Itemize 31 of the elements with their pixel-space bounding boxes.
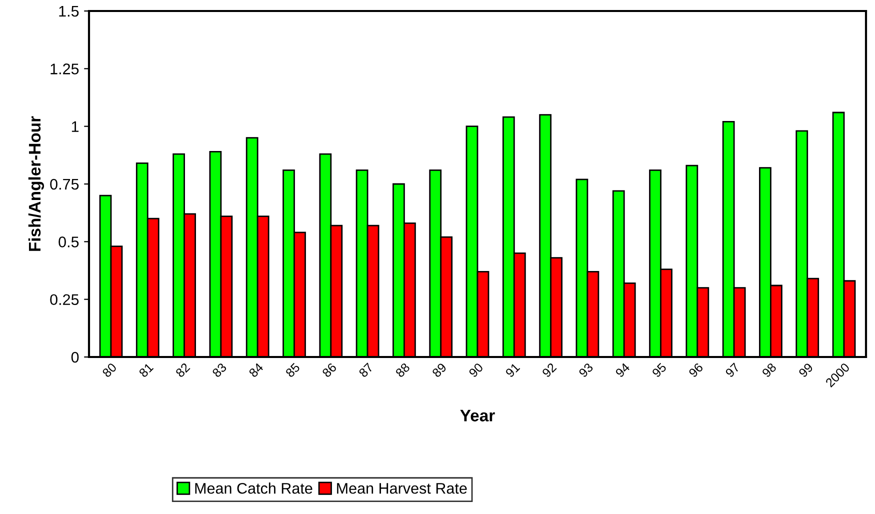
y-tick-label: 0.25 — [50, 294, 79, 306]
y-tick-label: 1.5 — [59, 6, 79, 17]
x-tick-label: 82 — [175, 362, 190, 378]
x-axis-title: Year — [460, 410, 495, 422]
legend-label: Mean Harvest Rate — [337, 483, 467, 494]
x-tick-label: 87 — [358, 362, 374, 378]
x-tick-label: 84 — [248, 362, 264, 378]
y-tick-label: 1.25 — [50, 64, 79, 74]
y-tick-label: 0.5 — [58, 236, 79, 248]
x-tick-label: 91 — [504, 362, 520, 378]
x-tick-label: 80 — [102, 362, 118, 378]
x-tick-label: 98 — [762, 362, 777, 378]
x-tick-label: 85 — [285, 362, 300, 378]
x-tick-label: 94 — [614, 362, 630, 378]
x-tick-label: 89 — [432, 362, 447, 378]
x-tick-label: 88 — [394, 362, 410, 378]
x-tick-label: 99 — [798, 362, 814, 378]
x-tick-label: 81 — [138, 362, 154, 378]
x-tick-label: 95 — [652, 362, 667, 378]
x-tick-label: 86 — [322, 362, 337, 378]
y-tick-label: 0 — [71, 352, 79, 363]
legend-label: Mean Catch Rate — [195, 482, 312, 494]
x-tick-label: 83 — [212, 362, 228, 378]
x-tick-label: 92 — [542, 362, 557, 378]
x-tick-label: 96 — [688, 362, 704, 378]
y-tick-label: 0.75 — [50, 178, 79, 190]
y-tick-label: 1 — [72, 121, 79, 132]
y-axis-title: Fish/Angler-Hour — [28, 116, 44, 251]
x-tick-label: 97 — [724, 362, 740, 378]
x-tick-label: 90 — [468, 362, 484, 378]
x-tick-label: 93 — [578, 362, 594, 378]
